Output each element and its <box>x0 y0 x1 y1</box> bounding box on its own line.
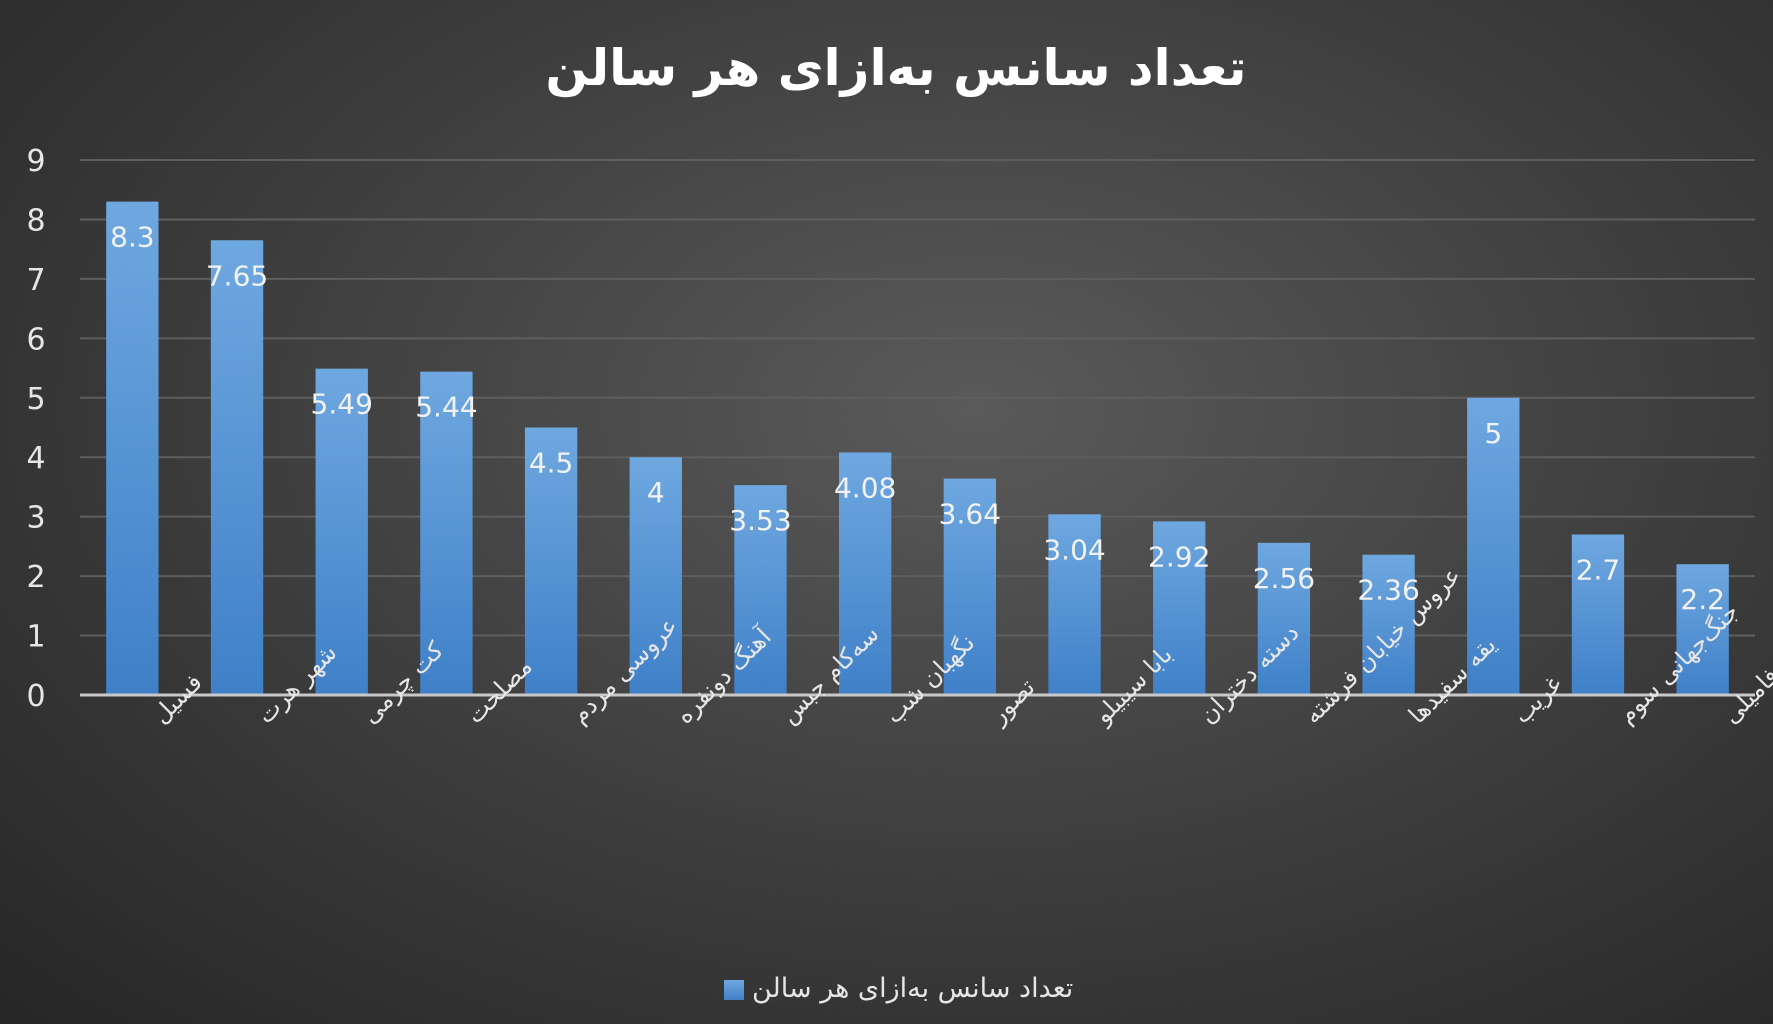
bar <box>1257 542 1311 695</box>
data-label: 2.36 <box>1357 574 1419 607</box>
y-tick-label: 4 <box>26 441 45 476</box>
bar <box>734 485 787 695</box>
y-tick-label: 8 <box>26 203 45 238</box>
data-label: 5 <box>1484 417 1502 450</box>
y-axis: 0 1 2 3 4 5 6 7 8 9 <box>26 144 45 714</box>
data-label: 5.44 <box>415 391 477 424</box>
data-label: 2.56 <box>1253 562 1315 595</box>
legend-swatch <box>724 980 744 1000</box>
data-label: 2.2 <box>1680 583 1725 616</box>
data-label: 5.49 <box>311 388 373 421</box>
legend: تعداد سانس به‌ازای هر سالن <box>724 973 1073 1004</box>
bar <box>1048 514 1101 695</box>
data-label: 3.64 <box>939 498 1001 531</box>
bar <box>838 452 892 695</box>
data-label: 2.92 <box>1148 540 1210 573</box>
data-labels: 8.3 7.65 5.49 5.44 4.5 4 3.53 4.08 3.64 3.04 2.92 2… <box>110 221 1725 617</box>
bar <box>1676 564 1729 695</box>
bar <box>1467 397 1520 695</box>
legend-label: تعداد سانس به‌ازای هر سالن <box>752 973 1073 1004</box>
bar <box>420 371 473 695</box>
bar <box>1153 521 1206 695</box>
y-tick-label: 1 <box>26 620 45 655</box>
y-tick-label: 9 <box>26 144 45 179</box>
bar <box>1571 534 1625 695</box>
bar <box>106 201 159 695</box>
bar <box>210 240 264 695</box>
y-tick-label: 2 <box>26 560 45 595</box>
bars <box>106 201 1729 695</box>
data-label: 7.65 <box>206 259 268 292</box>
data-label: 8.3 <box>110 221 155 254</box>
data-label: 4.5 <box>529 447 574 480</box>
data-label: 4.08 <box>834 471 896 504</box>
data-label: 4 <box>647 476 665 509</box>
data-label: 2.7 <box>1576 554 1621 587</box>
y-tick-label: 7 <box>26 263 45 298</box>
data-label: 3.04 <box>1043 533 1105 566</box>
y-tick-label: 3 <box>26 501 45 536</box>
bar <box>1362 554 1415 695</box>
bar <box>629 457 682 695</box>
y-tick-label: 6 <box>26 322 45 357</box>
bar <box>524 427 578 695</box>
y-tick-label: 0 <box>26 679 45 714</box>
y-tick-label: 5 <box>26 382 45 417</box>
chart-title: تعداد سانس به‌ازای هر سالن <box>545 39 1246 98</box>
bar <box>943 478 997 695</box>
bar <box>315 368 368 695</box>
data-label: 3.53 <box>729 504 791 537</box>
